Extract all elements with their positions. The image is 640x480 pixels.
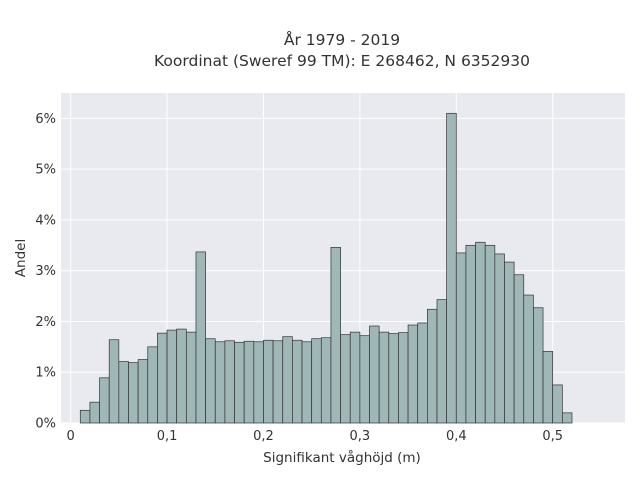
histogram-bar	[455, 252, 467, 424]
y-tick-label: 3%	[35, 264, 56, 279]
y-tick-label: 5%	[35, 163, 56, 178]
histogram-bar	[369, 325, 380, 424]
histogram-bar	[320, 337, 332, 424]
histogram-bar	[166, 329, 178, 424]
histogram-bar	[282, 336, 293, 424]
histogram-bar	[330, 246, 341, 424]
histogram-bar	[79, 409, 91, 424]
histogram-bar	[484, 244, 496, 424]
histogram-bar	[388, 333, 399, 424]
y-tick-label: 1%	[35, 366, 56, 381]
histogram-bar	[513, 274, 525, 424]
y-tick-label: 2%	[35, 315, 56, 330]
histogram-bar	[292, 339, 303, 424]
histogram-bar	[253, 341, 264, 424]
histogram-bar	[523, 294, 534, 424]
x-tick-label: 0,4	[446, 429, 467, 444]
histogram-bar	[465, 244, 476, 424]
histogram-bar	[99, 377, 110, 424]
histogram-bar	[89, 401, 100, 424]
histogram-bar	[561, 412, 573, 424]
histogram-bar	[359, 335, 370, 424]
histogram-bar	[301, 341, 313, 424]
x-tick-label: 0,5	[542, 429, 563, 444]
histogram-bar	[378, 331, 390, 424]
chart-subtitle: Koordinat (Sweref 99 TM): E 268462, N 63…	[154, 52, 530, 70]
histogram-bar	[446, 112, 457, 424]
histogram-bar	[137, 359, 149, 424]
histogram-bar	[349, 331, 361, 424]
histogram-bar	[542, 351, 554, 424]
histogram-bar	[157, 332, 168, 424]
histogram-bar	[185, 331, 197, 424]
histogram-bar	[427, 308, 438, 424]
histogram-bar	[436, 299, 447, 424]
histogram-bar	[195, 251, 206, 424]
histogram-bar	[224, 340, 235, 424]
histogram-bar	[128, 362, 139, 424]
bars	[79, 112, 573, 424]
x-tick-label: 0,1	[157, 429, 178, 444]
x-tick-label: 0,3	[350, 429, 371, 444]
y-axis-label: Andel	[13, 239, 29, 277]
x-tick-label: 0,2	[253, 429, 274, 444]
y-tick-labels: 0% 1% 2% 3% 4% 5% 6%	[35, 112, 56, 432]
histogram-bar	[398, 332, 409, 424]
chart-title: År 1979 - 2019	[284, 30, 400, 49]
x-axis-label: Signifikant våghöjd (m)	[263, 449, 421, 466]
histogram-bar	[407, 324, 419, 424]
histogram-bar	[475, 241, 486, 424]
histogram-bar	[263, 339, 274, 424]
histogram-bar	[118, 361, 129, 424]
x-tick-labels: 0 0,1 0,2 0,3 0,4 0,5	[67, 429, 564, 444]
x-tick-label: 0	[67, 429, 75, 444]
histogram-bar	[205, 338, 216, 424]
histogram-bar	[311, 338, 322, 424]
histogram-bar	[176, 328, 187, 424]
histogram-bar	[234, 341, 245, 424]
y-tick-label: 4%	[35, 213, 56, 228]
histogram-bar	[108, 339, 120, 424]
y-tick-label: 0%	[35, 417, 56, 432]
histogram-bar	[147, 346, 158, 424]
histogram-bar	[533, 307, 544, 424]
histogram-bar	[214, 341, 226, 424]
histogram-bar	[494, 253, 505, 424]
y-tick-label: 6%	[35, 112, 56, 127]
histogram-bar	[504, 261, 515, 424]
histogram-bar	[340, 334, 351, 424]
histogram-bar	[417, 322, 428, 424]
histogram-bar	[272, 340, 284, 424]
histogram-bar	[552, 384, 563, 424]
histogram-bar	[243, 340, 255, 424]
